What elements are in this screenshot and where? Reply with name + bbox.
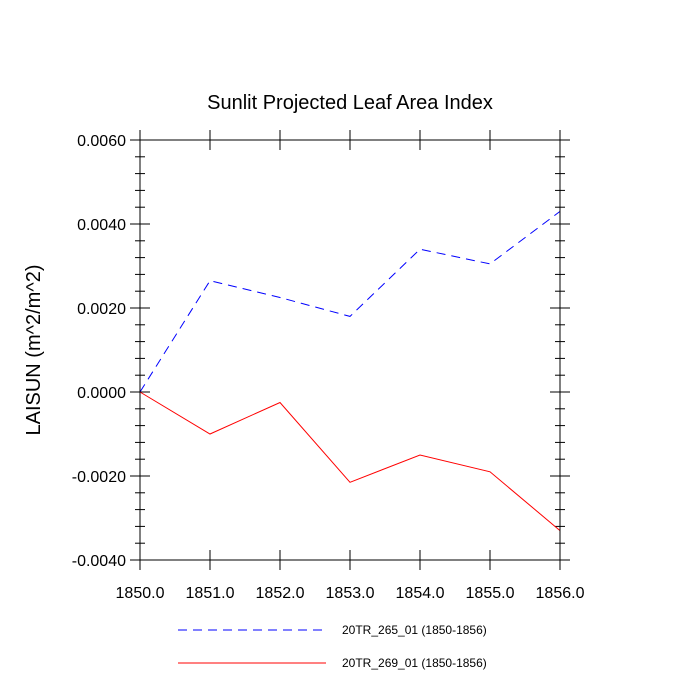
series-2-point	[279, 401, 282, 404]
series-1-point	[419, 248, 422, 251]
x-tick-label: 1852.0	[256, 585, 305, 602]
series-2-point	[419, 454, 422, 457]
series-1-point	[349, 315, 352, 318]
y-axis-label: LAISUN (m^2/m^2)	[23, 264, 45, 435]
y-tick-label: 0.0000	[77, 385, 126, 402]
plot-frame	[139, 139, 561, 561]
x-tick-label: 1850.0	[116, 585, 165, 602]
legend: 20TR_265_01 (1850-1856) 20TR_269_01 (185…	[178, 623, 487, 670]
series-lines	[139, 210, 561, 531]
series-2-point	[209, 433, 212, 436]
series-1-point	[209, 279, 212, 282]
legend-label-series-1: 20TR_265_01 (1850-1856)	[342, 623, 487, 637]
y-tick-label: -0.0020	[72, 469, 126, 486]
x-tick-label: 1851.0	[186, 585, 235, 602]
series-1-point	[279, 296, 282, 299]
axis-ticks: -0.0040 -0.0020 0.0000 0.0020 0.0040 0.0060 18…	[72, 130, 585, 602]
y-tick-label: -0.0040	[72, 553, 126, 570]
x-tick-label: 1853.0	[326, 585, 375, 602]
x-tick-label: 1854.0	[396, 585, 445, 602]
legend-label-series-2: 20TR_269_01 (1850-1856)	[342, 656, 487, 670]
series-line-1	[139, 210, 561, 393]
y-tick-label: 0.0020	[77, 301, 126, 318]
x-tick-label: 1856.0	[536, 585, 585, 602]
y-tick-label: 0.0040	[77, 217, 126, 234]
series-line-2	[139, 391, 561, 531]
y-tick-label: 0.0060	[77, 133, 126, 150]
series-2-point	[489, 470, 492, 473]
chart-title: Sunlit Projected Leaf Area Index	[207, 92, 493, 114]
series-2-point	[349, 481, 352, 484]
series-1-point	[489, 262, 492, 265]
x-tick-label: 1855.0	[466, 585, 515, 602]
